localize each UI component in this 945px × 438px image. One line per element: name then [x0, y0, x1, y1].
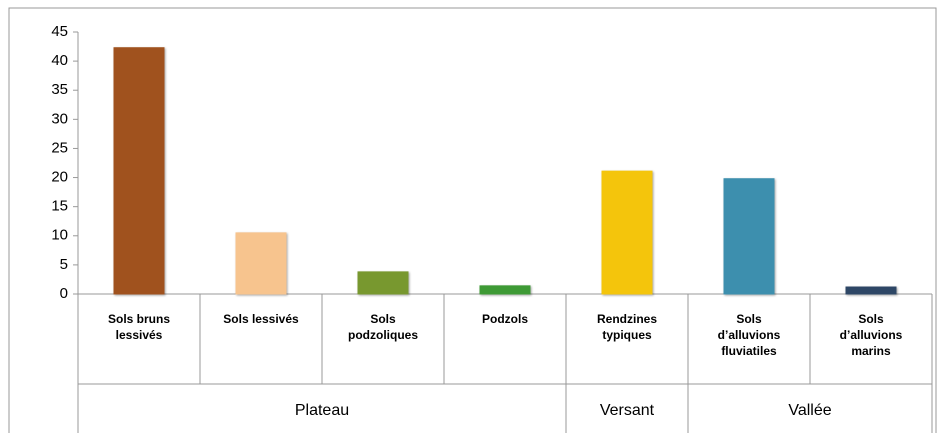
y-tick-label: 35 — [51, 81, 68, 98]
y-tick-label: 25 — [51, 139, 68, 156]
y-tick-label: 30 — [51, 110, 68, 127]
y-tick-label: 45 — [51, 23, 68, 40]
bar — [845, 286, 897, 295]
bar — [357, 271, 409, 295]
y-tick-label: 20 — [51, 169, 68, 186]
y-tick-label: 0 — [60, 285, 68, 302]
group-label: Versant — [600, 402, 655, 419]
group-label: Vallée — [788, 402, 831, 419]
frame — [8, 7, 937, 438]
bar — [601, 170, 653, 295]
x-tick-label: Sols — [736, 312, 762, 326]
x-tick-label: Rendzines — [597, 312, 657, 326]
y-tick-label: 10 — [51, 227, 68, 244]
x-tick-label: lessivés — [116, 328, 163, 342]
bar — [479, 285, 531, 295]
y-tick-label: 5 — [60, 256, 68, 273]
y-tick-label: 40 — [51, 52, 68, 69]
x-tick-label: Sols — [858, 312, 884, 326]
x-tick-label: fluviatiles — [721, 344, 777, 358]
group-label: Plateau — [295, 402, 349, 419]
bar — [113, 47, 165, 295]
x-tick-label: Sols lessivés — [223, 312, 299, 326]
bar — [723, 178, 775, 295]
x-tick-label: d’alluvions — [718, 328, 781, 342]
y-tick-label: 15 — [51, 198, 68, 215]
x-tick-label: podzoliques — [348, 328, 418, 342]
x-tick-label: d’alluvions — [840, 328, 903, 342]
x-tick-label: marins — [851, 344, 891, 358]
x-tick-label: Sols — [370, 312, 396, 326]
x-tick-label: typiques — [602, 328, 652, 342]
x-tick-label: Sols bruns — [108, 312, 170, 326]
x-tick-label: Podzols — [482, 312, 528, 326]
bar — [235, 232, 287, 295]
